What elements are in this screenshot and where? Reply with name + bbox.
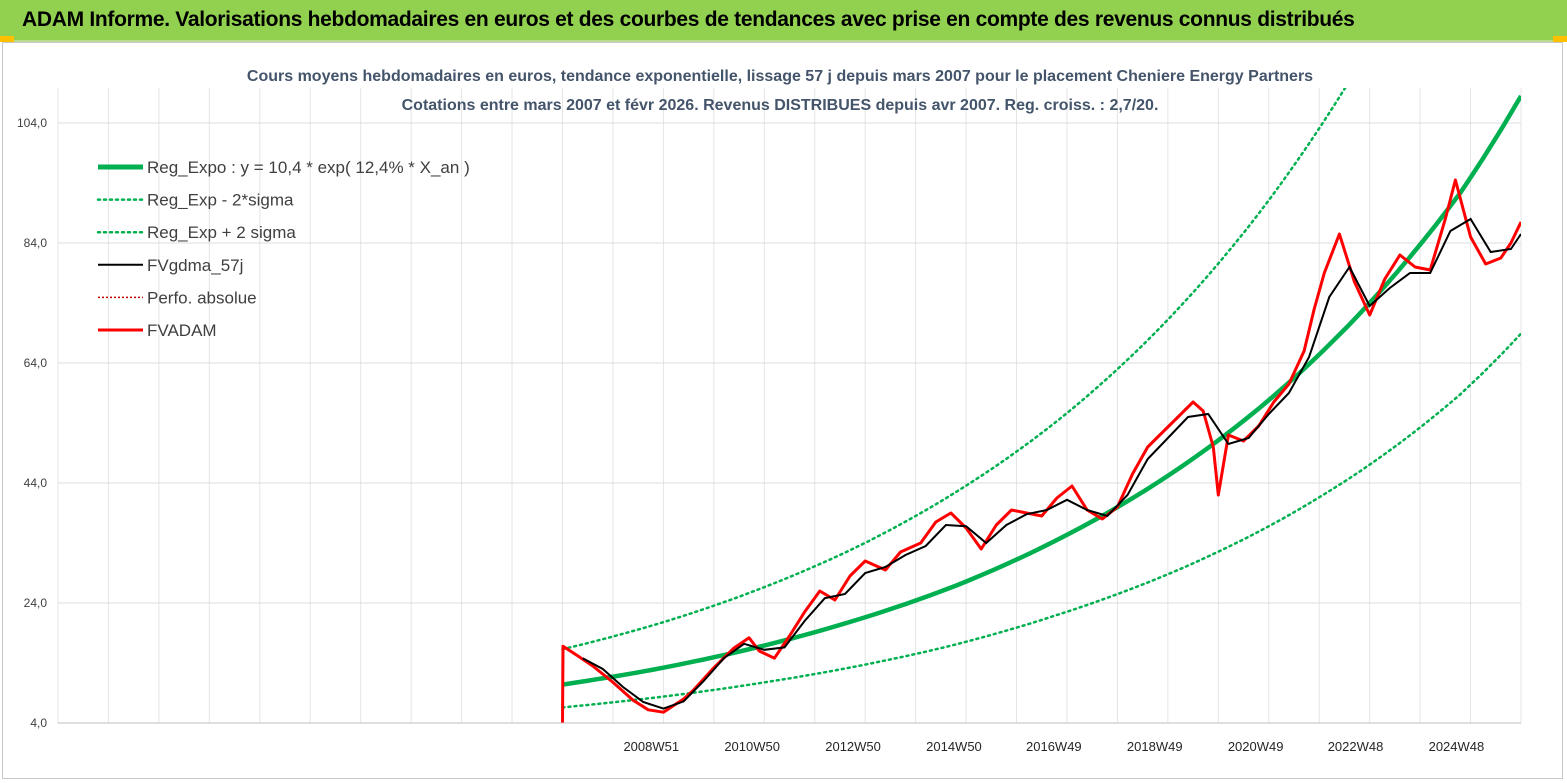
axes: 4,0 24,0 44,0 64,0 84,0 104,0 2008W51 2010W50 20… xyxy=(17,116,1521,754)
x-tick-label: 2008W51 xyxy=(623,739,679,754)
series-reg-plus-line xyxy=(561,88,1347,651)
y-tick-label: 44,0 xyxy=(24,476,48,490)
series-fvadam-line xyxy=(561,178,1521,723)
banner-corner-right xyxy=(1553,36,1567,42)
series-reg-expo-line xyxy=(562,94,1521,687)
y-tick-label: 104,0 xyxy=(17,116,47,130)
y-tick-label: 24,0 xyxy=(24,596,48,610)
x-tick-label: 2016W49 xyxy=(1026,739,1082,754)
legend-label-reg-expo: Reg_Expo : y = 10,4 * exp( 12,4% * X_an … xyxy=(147,158,470,177)
chart-frame xyxy=(2,42,1563,779)
y-tick-label: 64,0 xyxy=(24,356,48,370)
x-tick-label: 2010W50 xyxy=(724,739,780,754)
title-banner: ADAM Informe. Valorisations hebdomadaire… xyxy=(0,0,1567,42)
legend-label-fvadam: FVADAM xyxy=(147,321,217,340)
x-tick-label: 2014W50 xyxy=(926,739,982,754)
banner-corner-left xyxy=(0,36,14,42)
series-fvgdma-line xyxy=(582,217,1521,710)
legend-label-reg-minus: Reg_Exp - 2*sigma xyxy=(147,191,294,210)
x-tick-label: 2024W48 xyxy=(1429,739,1485,754)
series-reg-minus-line xyxy=(561,332,1521,709)
legend-label-reg-plus: Reg_Exp + 2 sigma xyxy=(147,223,296,242)
x-tick-label: 2012W50 xyxy=(825,739,881,754)
chart-subtitle-line-1: Cours moyens hebdomadaires en euros, ten… xyxy=(247,68,1313,85)
chart-subtitle-line-2: Cotations entre mars 2007 et févr 2026. … xyxy=(402,97,1159,114)
y-tick-label: 4,0 xyxy=(30,716,47,730)
series-layer xyxy=(561,88,1521,723)
legend-label-fvgdma: FVgdma_57j xyxy=(147,256,243,275)
x-tick-label: 2020W49 xyxy=(1228,739,1284,754)
legend: Reg_Expo : y = 10,4 * exp( 12,4% * X_an … xyxy=(96,158,470,340)
legend-label-perfo: Perfo. absolue xyxy=(147,288,257,307)
y-tick-label: 84,0 xyxy=(24,236,48,250)
grid xyxy=(57,88,1522,724)
report-title: ADAM Informe. Valorisations hebdomadaire… xyxy=(22,8,1355,31)
x-tick-label: 2022W48 xyxy=(1328,739,1384,754)
x-tick-label: 2018W49 xyxy=(1127,739,1183,754)
